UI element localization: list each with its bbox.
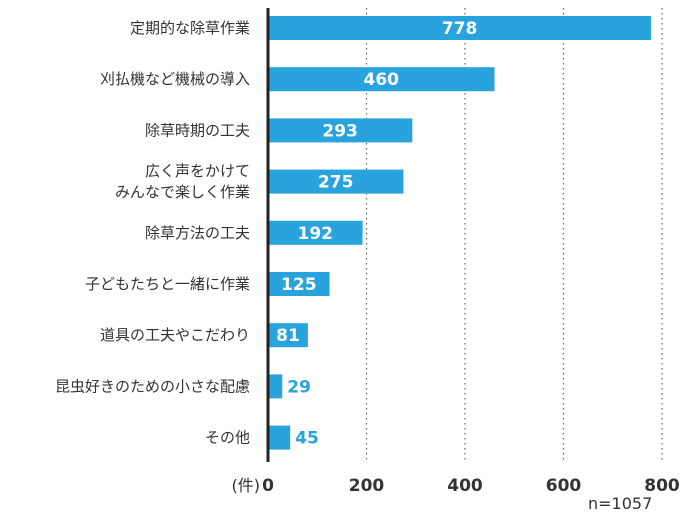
x-tick-labels: 0 200 400 600 800: [262, 476, 680, 496]
value-label: 192: [298, 224, 334, 244]
x-tick-label: 400: [447, 476, 483, 496]
value-label: 81: [276, 326, 300, 346]
bar: [268, 374, 283, 399]
bar: [268, 220, 363, 245]
value-label: 29: [287, 377, 311, 397]
sample-size-note: n=1057: [588, 494, 653, 513]
x-tick-label: 600: [546, 476, 582, 496]
x-axis-unit-label: (件): [232, 476, 261, 495]
x-tick-label: 200: [349, 476, 385, 496]
category-label: その他: [205, 429, 250, 447]
category-label: 昆虫好きのための小さな配慮: [55, 377, 250, 395]
value-label: 778: [442, 19, 478, 39]
value-label: 275: [318, 173, 354, 193]
x-tick-label: 800: [644, 476, 680, 496]
category-labels: 定期的な除草作業刈払機など機械の導入除草時期の工夫広く声をかけてみんなで楽しく作…: [55, 19, 250, 447]
bar: [268, 16, 652, 40]
category-label: 広く声をかけてみんなで楽しく作業: [115, 162, 250, 201]
category-label: 刈払機など機械の導入: [100, 70, 250, 88]
bar: [268, 425, 291, 450]
bars: [268, 16, 652, 450]
value-labels: 778 460 293 275 192 125 81 29 45: [276, 19, 477, 449]
bar: [268, 169, 404, 194]
category-label: 除草時期の工夫: [145, 121, 250, 139]
category-label: 除草方法の工夫: [145, 224, 250, 242]
value-label: 460: [364, 70, 400, 90]
category-label: 子どもたちと一緒に作業: [85, 275, 250, 293]
value-label: 45: [295, 429, 319, 449]
bar: [268, 67, 495, 92]
category-label: 道具の工夫やこだわり: [100, 326, 250, 344]
value-label: 125: [281, 275, 317, 295]
bar: [268, 118, 413, 143]
value-label: 293: [322, 121, 358, 141]
bar: [268, 323, 308, 348]
x-tick-label: 0: [262, 476, 274, 496]
category-label: 定期的な除草作業: [130, 19, 250, 37]
bar: [268, 272, 330, 296]
